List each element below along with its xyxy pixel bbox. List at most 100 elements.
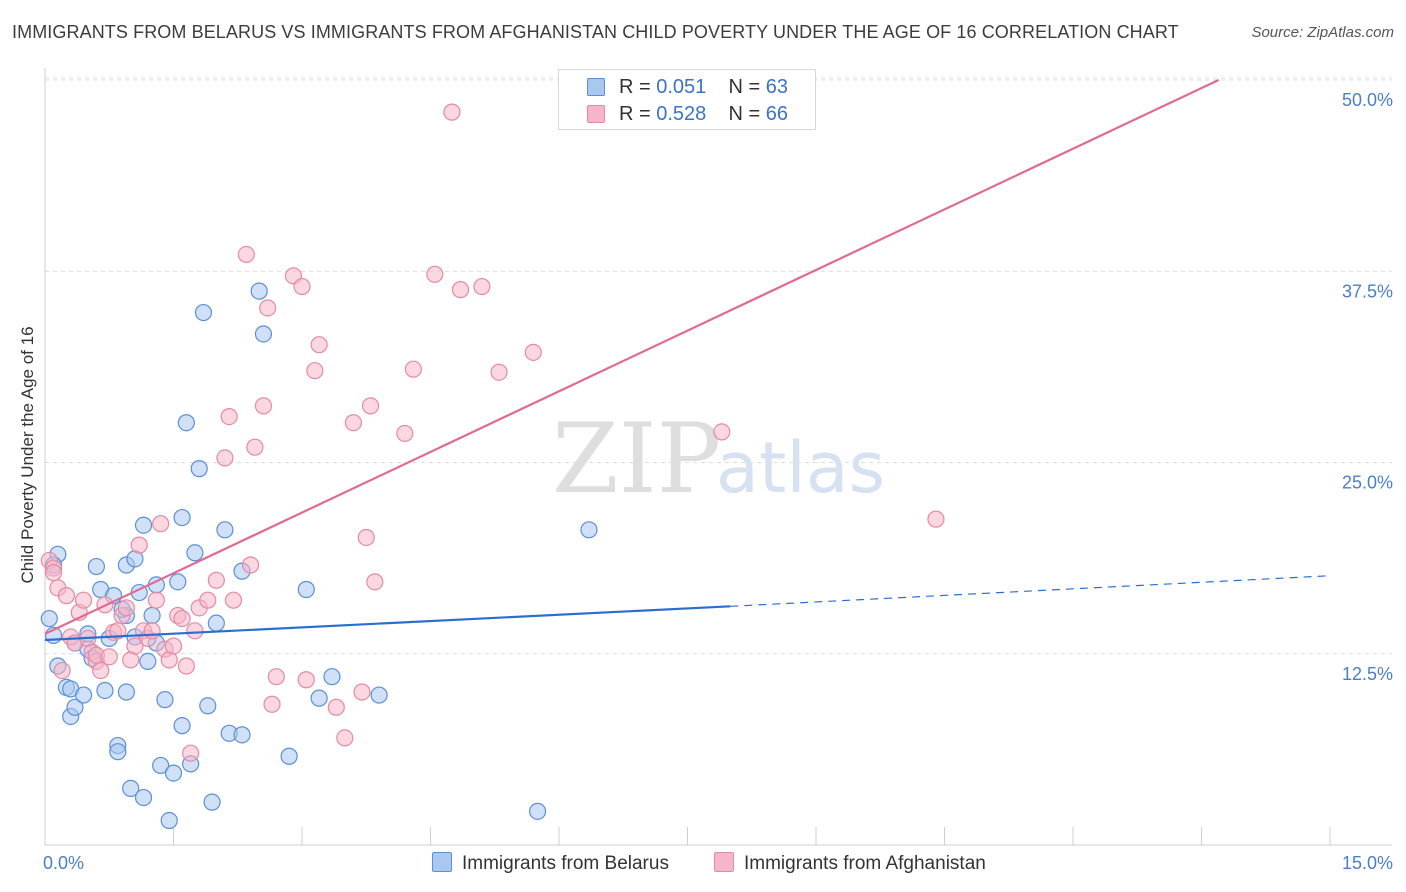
belarus-point-16 [96,681,114,700]
chart-title: IMMIGRANTS FROM BELARUS VS IMMIGRANTS FR… [12,22,1179,42]
afghanistan-point-9 [74,591,93,609]
afghanistan-point-27 [147,591,165,609]
chart-source: Source: ZipAtlas.com [1251,24,1394,41]
afghanistan-point-64 [426,265,444,283]
belarus-point-61 [580,521,598,539]
afghanistan-point-36 [186,622,204,640]
afghanistan-point-48 [263,695,281,713]
afghanistan-point-53 [306,362,324,380]
belarus-point-49 [207,614,225,632]
belarus-point-25 [122,779,140,797]
afghanistan-point-70 [713,423,731,441]
y-tick-labels: 12.5% 25.0% 37.5% 50.0% [1342,90,1393,684]
belarus-point-45 [190,460,208,478]
trend-line-belarus [44,605,731,642]
belarus-point-60 [370,686,388,704]
belarus-point-38 [164,764,183,782]
belarus-point-35 [152,756,170,775]
afghanistan-point-5 [57,587,76,605]
afghanistan-point-51 [293,277,311,296]
afghanistan-point-55 [327,698,345,716]
belarus-point-48 [203,793,221,811]
y-tick-label-3: 50.0% [1342,90,1393,110]
bottom-legend-swatch-afghanistan [714,852,734,872]
afghanistan-point-35 [182,744,200,762]
belarus-point-42 [177,414,195,432]
afghanistan-point-57 [344,414,362,432]
y-tick-label-1: 25.0% [1342,473,1393,493]
belarus-point-29 [134,788,153,807]
axes [44,68,1392,846]
afghanistan-point-4 [53,661,71,680]
afghanistan-point-71 [927,510,945,528]
y-tick-label-0: 12.5% [1342,664,1393,684]
afghanistan-point-42 [224,591,243,609]
trend-line-afghanistan [44,79,1220,635]
belarus-point-0 [40,609,58,628]
afghanistan-point-38 [199,591,217,609]
trend-lines [44,79,1331,642]
legend-n-value-afghanistan: 66 [765,103,789,125]
afghanistan-point-26 [143,622,161,640]
bottom-legend-label-afghanistan: Immigrants from Afghanistan [744,853,986,874]
legend-n-label: N = [728,103,761,125]
belarus-point-39 [169,573,187,591]
legend-swatch-afghanistan [587,105,605,123]
afghanistan-point-23 [130,536,148,554]
legend-r-value-belarus: 0.051 [656,76,707,98]
x-tick-labels: 0.0% 15.0% [43,853,1393,873]
belarus-point-58 [310,689,328,707]
belarus-point-37 [160,811,178,830]
x-tick-label-0: 0.0% [43,853,84,873]
afghanistan-point-54 [310,336,328,354]
afghanistan-point-40 [216,449,234,467]
afghanistan-point-62 [396,424,414,443]
y-tick-label-2: 37.5% [1342,281,1393,301]
belarus-point-32 [143,606,161,625]
belarus-point-50 [216,521,234,539]
bottom-legend-swatch-belarus [432,852,452,872]
afghanistan-point-58 [353,683,371,701]
afghanistan-point-67 [473,277,491,296]
afghanistan-point-66 [451,281,470,299]
afghanistan-point-59 [357,528,375,547]
belarus-point-56 [280,747,298,765]
belarus-point-24 [117,683,135,701]
afghanistan-point-20 [117,599,135,617]
watermark-atlas: atlas [716,427,885,509]
afghanistan-point-45 [246,438,264,456]
belarus-point-20 [109,743,127,761]
afghanistan-point-28 [152,515,170,533]
afghanistan-point-56 [336,729,354,747]
belarus-point-59 [323,668,341,686]
afghanistan-point-33 [173,609,191,628]
belarus-point-54 [250,282,268,300]
afghanistan-point-39 [207,571,225,589]
afghanistan-point-31 [164,637,183,655]
bottom-legend-belarus: Immigrants from Belarus [432,852,669,875]
belarus-point-36 [156,691,174,709]
belarus-point-14 [87,557,106,576]
belarus-point-62 [528,802,547,820]
bottom-legend-label-belarus: Immigrants from Belarus [462,853,669,874]
belarus-point-53 [233,726,251,744]
legend-n-value-belarus: 63 [765,76,789,98]
afghanistan-point-60 [361,397,380,415]
correlation-legend: R = 0.051 N = 63 R = 0.528 N = 66 [558,69,816,130]
y-axis-label: Child Poverty Under the Age of 16 [18,326,37,583]
afghanistan-point-41 [220,408,238,426]
legend-r-value-afghanistan: 0.528 [656,103,707,125]
belarus-point-40 [173,508,191,527]
afghanistan-point-14 [92,661,110,680]
afghanistan-point-2 [44,564,63,582]
belarus-point-47 [199,697,217,715]
belarus-point-30 [134,516,153,534]
afghanistan-point-49 [267,668,285,686]
legend-swatch-belarus [587,78,605,96]
belarus-point-31 [139,652,157,671]
trend-line-belarus-extension [730,575,1331,607]
belarus-point-44 [186,544,204,562]
legend-r-label: R = [619,103,651,125]
legend-r-label: R = [619,76,651,98]
